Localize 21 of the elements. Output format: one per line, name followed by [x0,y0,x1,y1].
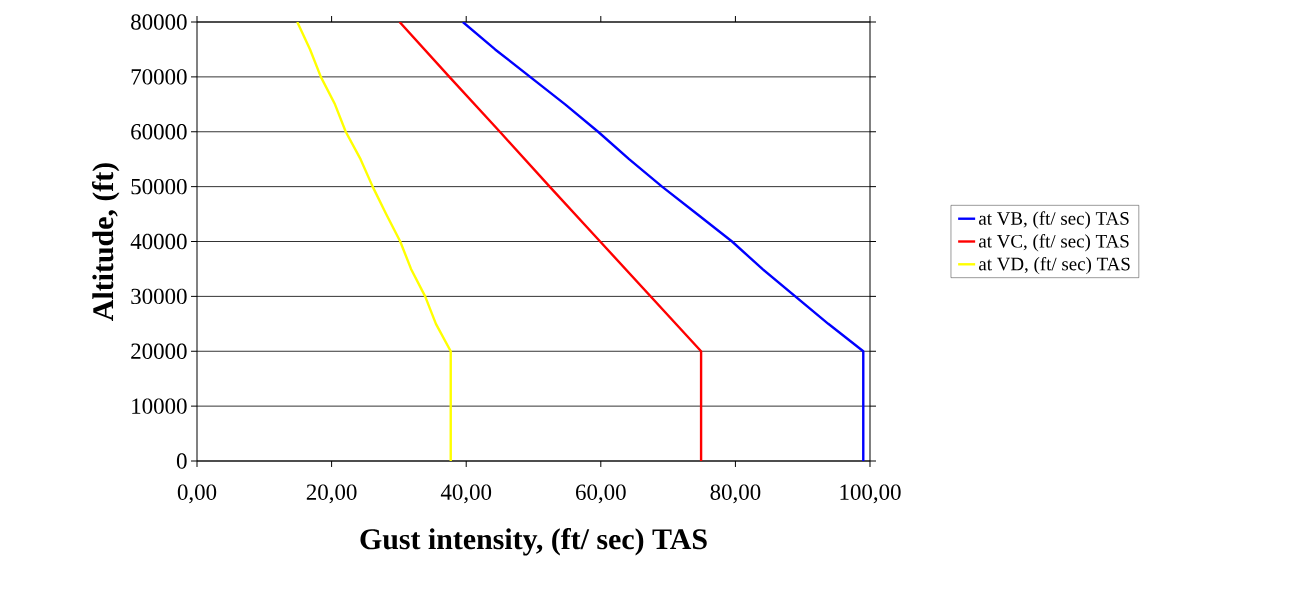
y-tick-label: 0 [176,453,187,469]
x-tick-label: 80,00 [710,484,761,504]
legend-label: at VD, (ft/ sec) TAS [979,256,1130,275]
x-tick-label: 20,00 [306,484,357,504]
y-tick-label: 30000 [131,288,187,305]
y-tick-label: 10000 [132,398,187,414]
y-tick-label: 50000 [131,178,187,195]
x-tick-label: 40,00 [440,484,492,504]
x-tick-label: 60,00 [576,484,626,504]
x-axis-title: Gust intensity, (ft/ sec) TAS [360,527,707,556]
line-series [296,22,452,461]
x-tick-label: 0,00 [177,484,217,504]
legend-label: at VC, (ft/ sec) TAS [979,234,1129,252]
x-tick-label: 100,00 [840,484,901,504]
y-tick-label: 40000 [130,233,187,250]
y-tick-label: 80000 [131,14,187,30]
y-tick-label: 70000 [131,69,187,85]
legend-label: at VB, (ft/ sec) TAS [979,211,1129,229]
y-tick-label: 20000 [131,343,187,359]
y-tick-label: 60000 [131,124,187,140]
y-axis-title: Altitude, (ft) [91,163,120,321]
